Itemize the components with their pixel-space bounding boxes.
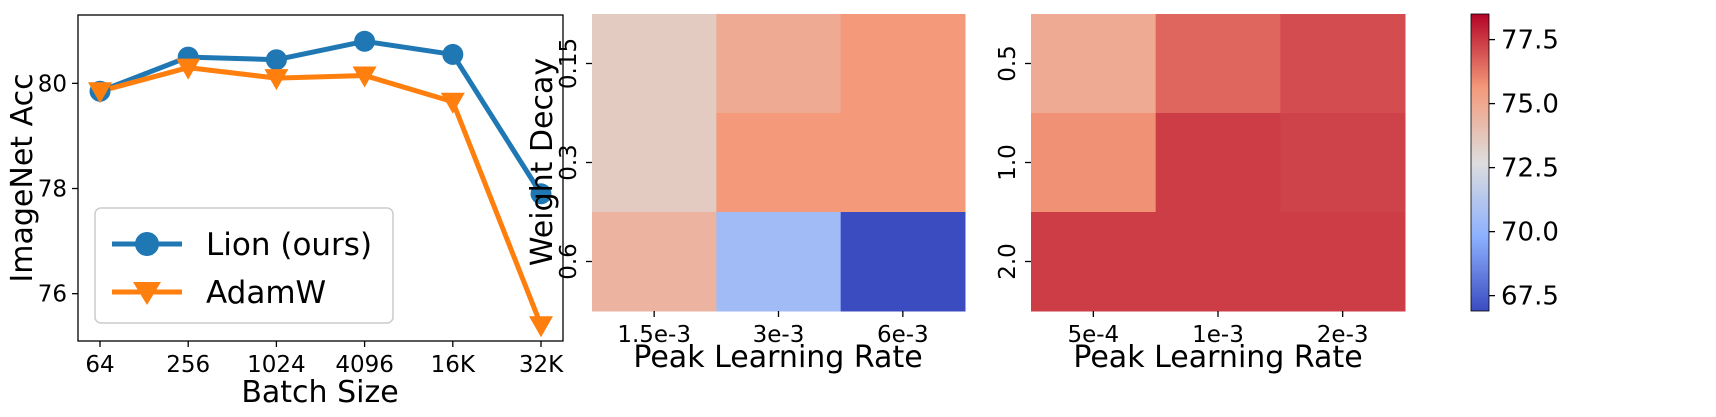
heatmap-cell: [592, 14, 717, 114]
heatmap-y-tick-label: 0.15: [556, 38, 582, 89]
line-x-tick-label: 16K: [431, 352, 476, 378]
heatmap-cell: [1280, 14, 1406, 114]
legend-label-adamw: AdamW: [206, 275, 326, 311]
heatmap-cell: [1155, 14, 1281, 114]
heatmap-cell: [592, 212, 717, 312]
heatmap-y-tick-label: 1.0: [995, 144, 1021, 181]
data-point-adamw: [88, 82, 112, 104]
heatmap-cell: [1280, 212, 1406, 312]
heatmap-2-xlabel: Peak Learning Rate: [1073, 340, 1362, 375]
heatmap-cell: [1031, 14, 1157, 114]
line-chart-panel: 64 256 1024 4096 16K 32K 76 78 80 Batch Size Im…: [5, 14, 564, 410]
line-chart-x-ticks: 64 256 1024 4096 16K 32K: [85, 341, 564, 378]
heatmap-2-panel: 5e-4 1e-3 2e-3 0.5 1.0 2.0 Peak Learning Rat…: [995, 14, 1406, 375]
heatmap-1-cells: [592, 14, 966, 312]
heatmap-cell: [1031, 113, 1157, 213]
data-point-adamw: [176, 58, 201, 80]
data-point-adamw: [264, 69, 289, 91]
colorbar: 67.5 70.0 72.5 75.0 77.5: [1470, 13, 1559, 312]
line-y-tick-label: 78: [38, 177, 67, 203]
heatmap-y-tick-label: 0.3: [556, 144, 582, 181]
line-plot-area: [88, 30, 553, 338]
line-x-tick-label: 256: [166, 352, 210, 378]
heatmap-y-tick-label: 2.0: [995, 243, 1021, 280]
line-chart-frame: [77, 14, 564, 342]
heatmap-cell: [1155, 212, 1281, 312]
heatmap-cell: [716, 14, 842, 114]
colorbar-tick-label: 72.5: [1501, 154, 1559, 184]
line-x-tick-label: 32K: [519, 352, 564, 378]
data-point-lion: [530, 183, 552, 205]
heatmap-cell: [1031, 212, 1157, 312]
heatmap-2-cells: [1031, 14, 1406, 312]
line-y-tick-label: 80: [38, 71, 67, 97]
line-x-tick-label: 4096: [335, 352, 394, 378]
data-point-adamw: [352, 66, 377, 88]
colorbar-tick-label: 75.0: [1501, 90, 1559, 120]
legend-label-lion: Lion (ours): [206, 227, 372, 263]
colorbar-tick-label: 70.0: [1501, 218, 1559, 248]
heatmap-cell: [840, 113, 966, 213]
heatmap-1-xlabel: Peak Learning Rate: [633, 340, 922, 375]
series-line-adamw: [99, 65, 544, 327]
data-point-adamw: [529, 316, 553, 338]
colorbar-tick-label: 77.5: [1501, 26, 1559, 56]
heatmap-y-tick-label: 0.6: [556, 243, 582, 280]
heatmap-2-x-ticks: 5e-4 1e-3 2e-3: [1067, 311, 1369, 348]
colorbar-scale: [1470, 13, 1490, 312]
colorbar-tick-label: 67.5: [1501, 282, 1559, 312]
line-chart-ylabel: ImageNet Acc: [5, 73, 40, 282]
heatmap-cell: [592, 113, 717, 213]
heatmap-cell: [1155, 113, 1281, 213]
heatmap-y-tick-label: 0.5: [995, 45, 1021, 82]
heatmap-x-tick-label: 6e-3: [877, 322, 929, 348]
line-chart-y-ticks: 76 78 80: [38, 71, 78, 308]
heatmap-x-tick-label: 1e-3: [1192, 322, 1244, 348]
legend-marker-adamw: [133, 282, 161, 305]
heatmap-x-tick-label: 5e-4: [1067, 322, 1119, 348]
line-chart-xlabel: Batch Size: [241, 375, 398, 410]
heatmap-2-y-ticks: 0.5 1.0 2.0: [995, 45, 1031, 280]
heatmap-cell: [716, 212, 842, 312]
line-x-tick-label: 1024: [247, 352, 306, 378]
heatmap-1-x-ticks: 1.5e-3 3e-3 6e-3: [617, 311, 929, 348]
heatmap-cell: [840, 14, 966, 114]
heatmap-cell: [716, 113, 842, 213]
heatmap-x-tick-label: 2e-3: [1317, 322, 1369, 348]
heatmap-x-tick-label: 3e-3: [753, 322, 805, 348]
heatmap-1-ylabel: Weight Decay: [525, 58, 560, 266]
data-point-lion: [442, 43, 464, 65]
legend: Lion (ours) AdamW: [94, 207, 394, 324]
legend-marker-lion: [135, 232, 159, 256]
series-line-lion: [99, 38, 544, 196]
heatmap-cell: [1280, 113, 1406, 213]
data-point-adamw: [440, 92, 465, 114]
colorbar-ticks: 67.5 70.0 72.5 75.0 77.5: [1489, 26, 1559, 312]
heatmap-1-panel: 1.5e-3 3e-3 6e-3 0.15 0.3 0.6 Peak Learning …: [525, 14, 966, 375]
data-point-lion: [354, 30, 376, 52]
line-x-tick-label: 64: [85, 352, 114, 378]
heatmap-x-tick-label: 1.5e-3: [617, 322, 691, 348]
data-point-lion: [265, 49, 287, 71]
heatmap-cell: [840, 212, 966, 312]
line-y-tick-label: 76: [38, 282, 67, 308]
heatmap-1-y-ticks: 0.15 0.3 0.6: [556, 38, 592, 280]
